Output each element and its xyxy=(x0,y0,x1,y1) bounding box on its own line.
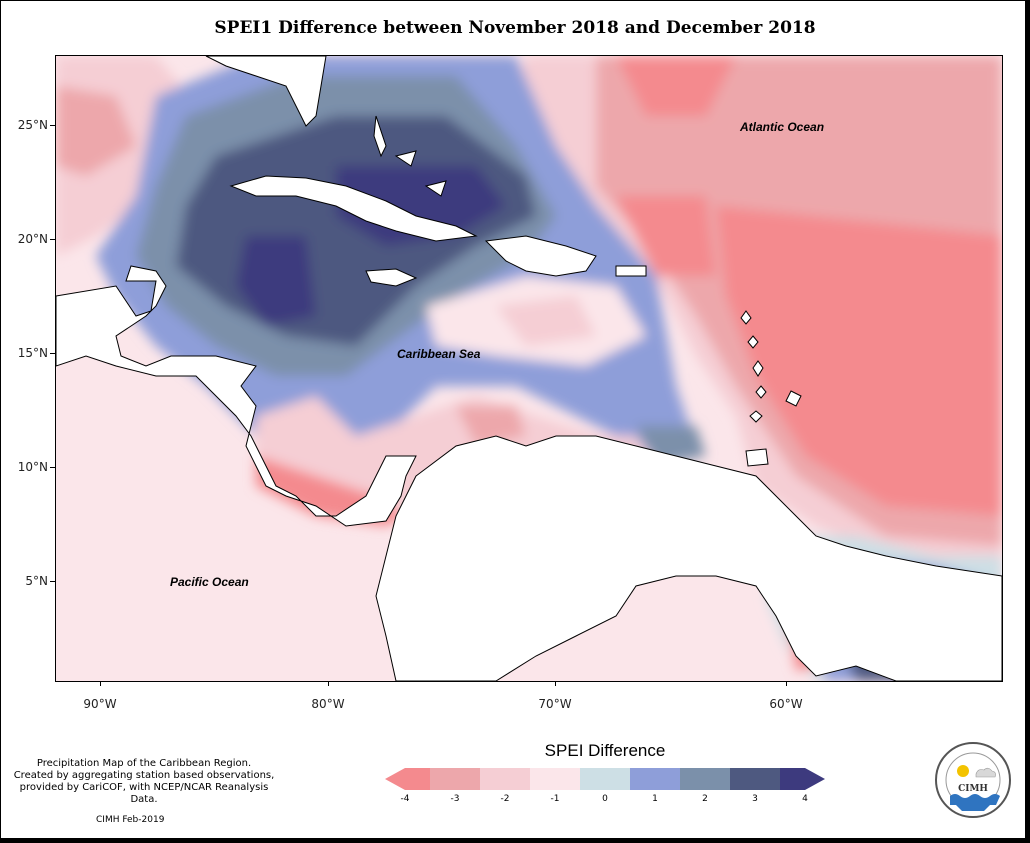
legend-tick-label: -3 xyxy=(450,794,460,804)
spei-map xyxy=(56,56,1002,681)
y-axis-label: 15°N xyxy=(17,346,48,360)
logo-text: CIMH xyxy=(958,784,988,794)
legend-tick-label: -2 xyxy=(500,794,510,804)
caribbean-sea-label: Caribbean Sea xyxy=(397,347,481,361)
legend-tick-label: -1 xyxy=(550,794,560,804)
y-axis-label: 25°N xyxy=(17,118,48,132)
legend-swatch xyxy=(430,768,481,790)
credits-date: CIMH Feb-2019 xyxy=(96,815,165,825)
waves-icon xyxy=(950,794,1000,805)
x-tick xyxy=(100,681,101,686)
sun-icon xyxy=(957,765,969,777)
y-tick xyxy=(50,353,55,354)
x-axis-label: 60°W xyxy=(769,697,803,711)
landmass xyxy=(56,56,1002,681)
legend-swatch xyxy=(385,768,430,790)
credits-line: Created by aggregating station based obs… xyxy=(13,770,275,781)
credits-line: Precipitation Map of the Caribbean Regio… xyxy=(36,758,252,769)
x-axis-label: 70°W xyxy=(538,697,572,711)
credits-line: provided by CariCOF, with NCEP/NCAR Rean… xyxy=(19,782,269,805)
y-axis-label: 10°N xyxy=(17,460,48,474)
x-axis-label: 90°W xyxy=(83,697,117,711)
legend-swatch xyxy=(730,768,781,790)
y-axis-label: 5°N xyxy=(25,574,48,588)
y-tick xyxy=(50,581,55,582)
y-tick xyxy=(50,125,55,126)
legend-colorbar xyxy=(385,768,825,790)
legend-swatch xyxy=(630,768,681,790)
cimh-logo: CIMH xyxy=(935,742,1011,818)
atlantic-ocean-label: Atlantic Ocean xyxy=(740,120,825,134)
legend-swatch xyxy=(480,768,531,790)
y-axis-label: 20°N xyxy=(17,232,48,246)
map-panel xyxy=(55,55,1003,682)
legend-tick-label: 2 xyxy=(702,794,708,804)
legend-title: SPEI Difference xyxy=(544,741,666,760)
x-tick xyxy=(786,681,787,686)
legend-swatch xyxy=(680,768,731,790)
credits-text: Precipitation Map of the Caribbean Regio… xyxy=(8,758,280,806)
map-title: SPEI1 Difference between November 2018 a… xyxy=(214,18,816,38)
legend-tick-label: 4 xyxy=(802,794,808,804)
legend-tick-label: 1 xyxy=(652,794,658,804)
x-tick xyxy=(328,681,329,686)
x-tick xyxy=(555,681,556,686)
legend-swatch xyxy=(580,768,631,790)
legend-swatch xyxy=(530,768,581,790)
y-tick xyxy=(50,239,55,240)
legend-tick-label: 0 xyxy=(602,794,608,804)
y-tick xyxy=(50,467,55,468)
cloud-icon xyxy=(975,767,996,778)
legend-tick-label: 3 xyxy=(752,794,758,804)
legend-swatch xyxy=(780,768,825,790)
x-axis-label: 80°W xyxy=(311,697,345,711)
pacific-ocean-label: Pacific Ocean xyxy=(170,575,249,589)
legend-tick-label: -4 xyxy=(400,794,410,804)
